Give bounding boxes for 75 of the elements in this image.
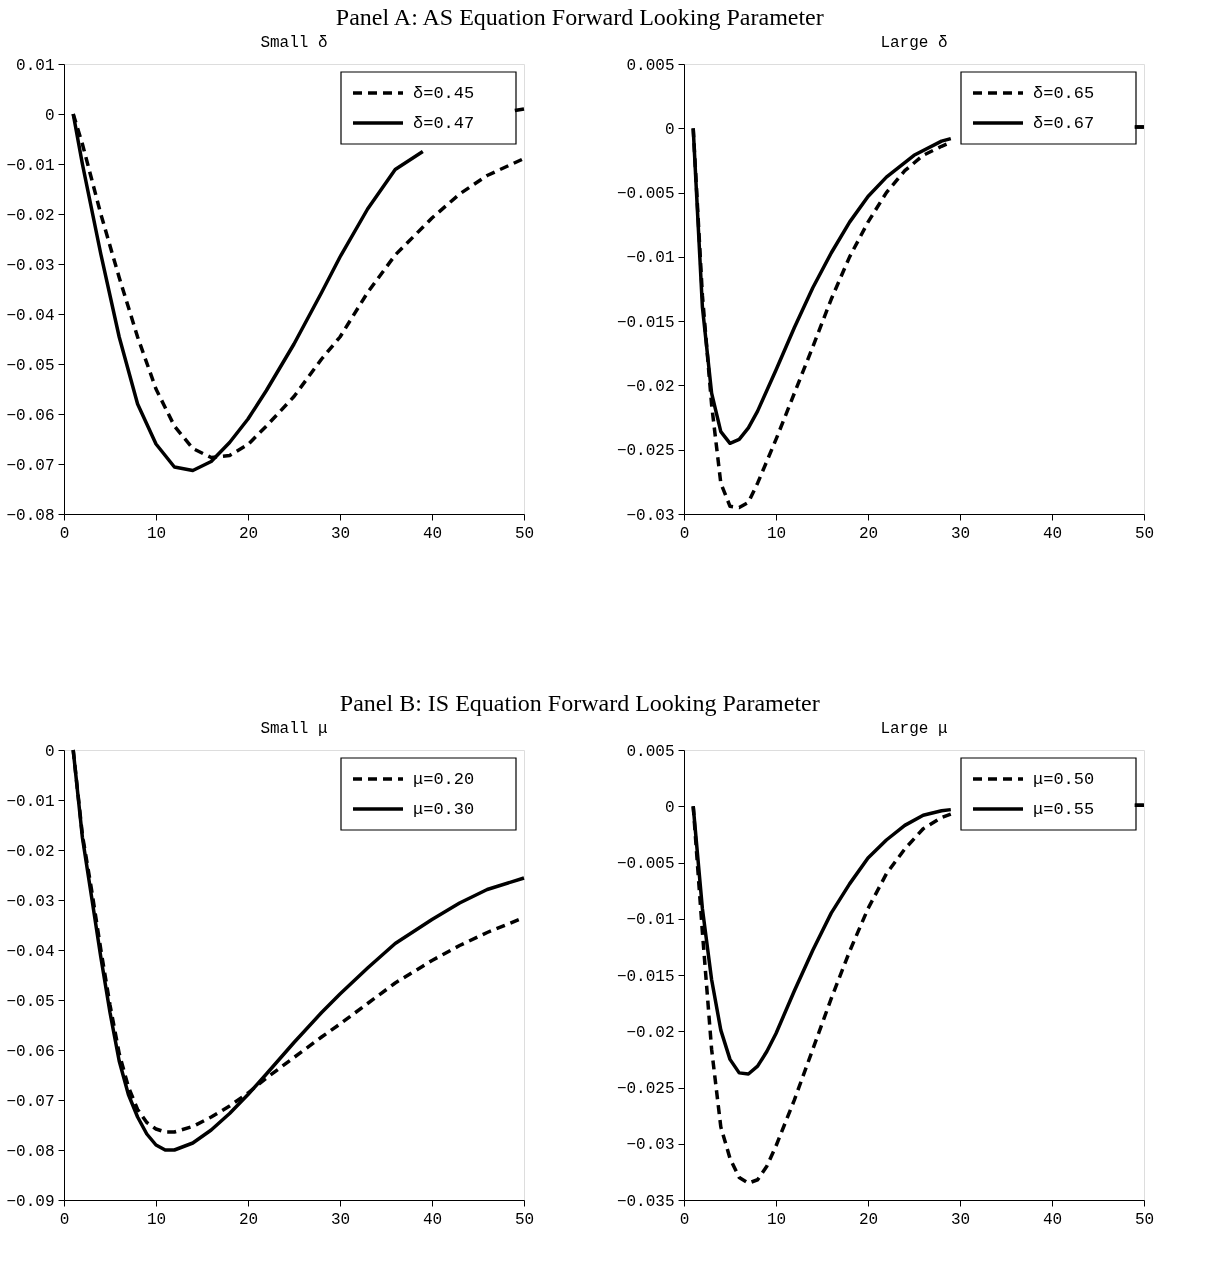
x-tick-label: 30 [950,524,971,543]
x-tick-label: 20 [858,1210,879,1229]
series-label: μ=0.55 [1033,800,1095,819]
y-tick-label: −0.03 [6,892,55,911]
x-tick-label: 50 [1134,1210,1155,1229]
text: Panel A: AS Equation Forward Looking Parameter [335,3,824,30]
y-tick-label: −0.02 [626,377,675,396]
y-tick-label: 0 [44,106,55,125]
x-tick-label: 10 [766,1210,787,1229]
y-tick-label: 0 [664,120,675,139]
y-tick-label: −0.05 [6,356,55,375]
x-tick-label: 0 [679,1210,690,1229]
legend-label: δ=0.47 [413,114,475,133]
x-tick-label: 20 [238,1210,259,1229]
x-tick-label: 40 [1042,524,1063,543]
x-tick-label: 10 [146,524,167,543]
y-tick-label: −0.09 [6,1192,55,1211]
y-tick-label: −0.05 [6,992,55,1011]
y-tick-label: −0.06 [6,1042,55,1061]
y-tick-label: −0.015 [616,967,675,986]
x-tick-label: 0 [679,524,690,543]
x-tick-label: 20 [238,524,259,543]
y-tick-label: 0.005 [626,56,675,75]
x-tick-label: 20 [858,524,879,543]
x-tick-label: 50 [514,524,535,543]
y-tick-label: −0.025 [616,1080,675,1098]
x-tick-label: 40 [1042,1210,1063,1229]
y-tick-label: −0.005 [616,855,675,873]
chart-subtitle: Large μ [880,720,948,738]
y-tick-label: −0.07 [6,1092,55,1111]
y-tick-label: 0 [44,742,55,761]
y-tick-label: −0.01 [626,249,675,268]
x-tick-label: 0 [59,524,70,543]
legend-label: μ=0.30 [413,800,475,819]
y-tick-label: −0.08 [6,1142,55,1161]
x-tick-label: 40 [422,524,443,543]
x-tick-label: 50 [514,1210,535,1229]
y-tick-label: −0.06 [6,406,55,425]
x-tick-label: 0 [59,1210,70,1229]
x-tick-label: 30 [330,524,351,543]
y-tick-label: 0 [664,798,675,817]
chart-subtitle: Large δ [880,34,948,52]
y-tick-label: −0.01 [626,911,675,930]
x-tick-label: 10 [766,524,787,543]
legend-label: δ=0.67 [1033,114,1095,133]
x-tick-label: 50 [1134,524,1155,543]
legend-label: μ=0.20 [413,770,475,789]
y-tick-label: −0.01 [6,792,55,811]
y-tick-label: −0.04 [6,942,55,961]
text: Panel B: IS Equation Forward Looking Parameter [339,689,820,716]
chart-subtitle: Small δ [260,34,328,52]
legend-label: μ=0.50 [1033,770,1095,789]
y-tick-label: −0.08 [6,506,55,525]
y-tick-label: −0.03 [626,506,675,525]
x-tick-label: 30 [950,1210,971,1229]
x-tick-label: 40 [422,1210,443,1229]
y-tick-label: −0.015 [616,313,675,332]
y-tick-label: −0.04 [6,306,55,325]
y-tick-label: 0.005 [626,742,675,761]
y-tick-label: −0.03 [6,256,55,275]
y-tick-label: −0.02 [626,1023,675,1042]
y-tick-label: −0.02 [6,206,55,225]
y-tick-label: −0.035 [616,1192,675,1211]
y-tick-label: −0.01 [6,156,55,175]
chart-subtitle: Small μ [260,720,328,738]
y-tick-label: −0.025 [616,442,675,461]
y-tick-label: −0.005 [616,185,675,204]
legend-label: δ=0.45 [413,84,475,103]
x-tick-label: 30 [330,1210,351,1229]
y-tick-label: −0.07 [6,456,55,475]
y-tick-label: −0.03 [626,1136,675,1155]
y-tick-label: −0.02 [6,842,55,861]
legend-label: δ=0.65 [1033,84,1095,103]
y-tick-label: 0.01 [16,56,55,75]
x-tick-label: 10 [146,1210,167,1229]
